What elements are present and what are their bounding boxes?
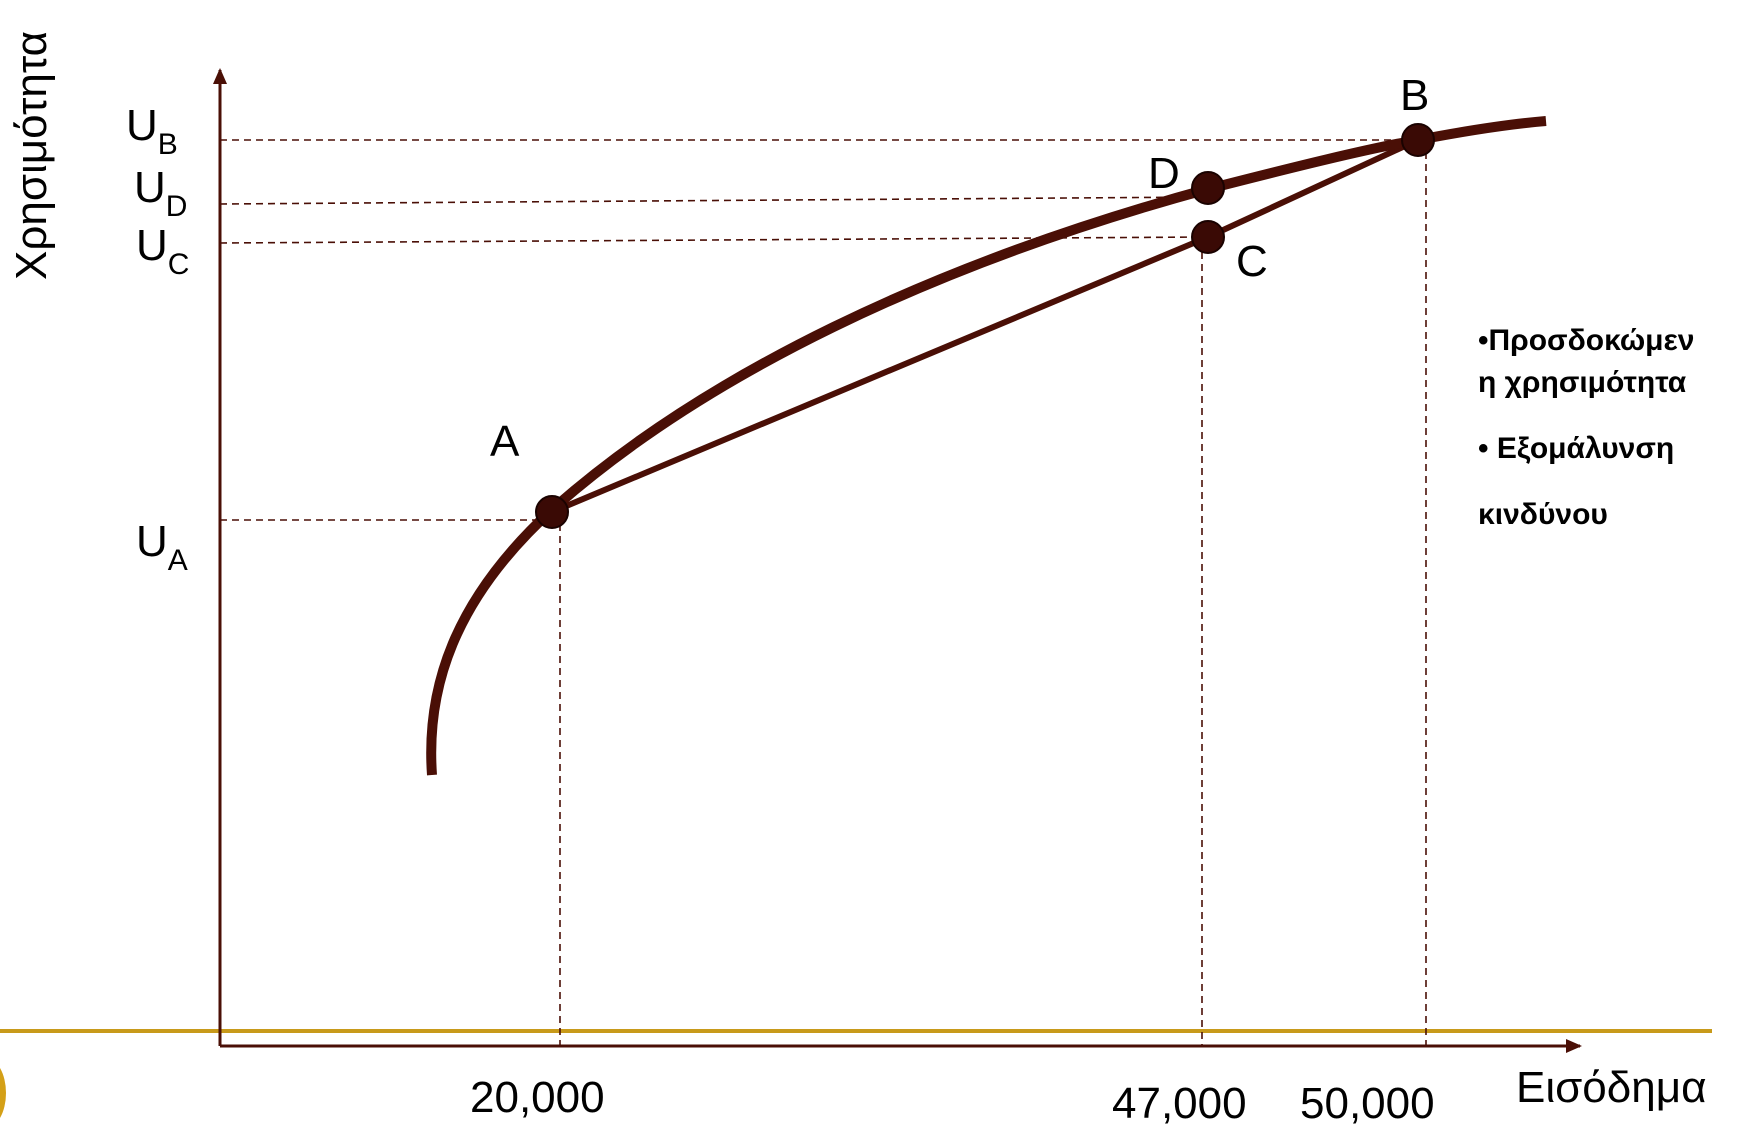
point-c bbox=[1191, 220, 1225, 254]
guide-uc bbox=[219, 236, 1209, 244]
ytick-ub: UB bbox=[126, 101, 178, 161]
xtick-50000: 50,000 bbox=[1300, 1079, 1435, 1128]
ytick-ud: UD bbox=[134, 163, 187, 223]
note-expected-utility: •Προσδοκώμεν η χρησιμότητα bbox=[1478, 324, 1695, 399]
xtick-20000: 20,000 bbox=[470, 1073, 605, 1122]
ytick-ua: UA bbox=[136, 517, 188, 577]
label-b: B bbox=[1400, 71, 1429, 120]
y-axis-title: Χρησιμότητα bbox=[7, 31, 56, 280]
guide-ud bbox=[219, 196, 1209, 205]
x-axis-title: Εισόδημα bbox=[1516, 1063, 1707, 1112]
label-c: C bbox=[1236, 237, 1268, 286]
ytick-uc: UC bbox=[136, 221, 189, 281]
point-b bbox=[1401, 123, 1435, 157]
label-d: D bbox=[1148, 149, 1180, 198]
point-d bbox=[1191, 171, 1225, 205]
notes-panel: •Προσδοκώμεν η χρησιμότητα • Εξομάλυνση … bbox=[1478, 320, 1756, 536]
chord-line bbox=[550, 137, 1420, 515]
note-risk: κινδύνου bbox=[1478, 498, 1608, 531]
xtick-47000: 47,000 bbox=[1112, 1079, 1247, 1128]
note-smoothing: • Εξομάλυνση bbox=[1478, 432, 1675, 465]
point-a bbox=[535, 495, 569, 529]
utility-curve bbox=[426, 116, 1547, 776]
label-a: A bbox=[490, 417, 520, 466]
slide-badge bbox=[0, 1058, 6, 1128]
